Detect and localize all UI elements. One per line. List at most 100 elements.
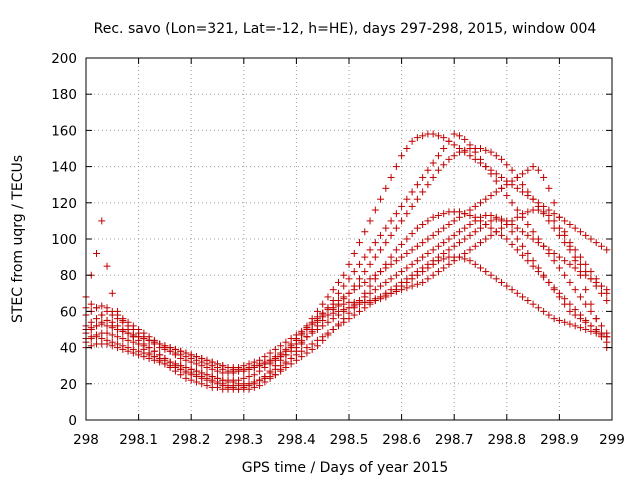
data-point <box>503 217 511 225</box>
data-point <box>471 228 479 236</box>
data-point <box>519 210 527 218</box>
data-point <box>192 378 200 386</box>
data-point <box>429 231 437 239</box>
data-point <box>587 268 595 276</box>
data-point <box>492 188 500 196</box>
data-point <box>413 242 421 250</box>
data-point <box>534 239 542 247</box>
y-tick-label: 0 <box>68 413 77 429</box>
data-point <box>534 166 542 174</box>
data-point <box>571 286 579 294</box>
data-point <box>382 224 390 232</box>
data-point <box>387 286 395 294</box>
data-point <box>545 278 553 286</box>
data-point <box>287 344 295 352</box>
data-point <box>471 242 479 250</box>
data-point <box>87 324 95 332</box>
data-point <box>93 322 101 330</box>
data-point <box>340 271 348 279</box>
data-point <box>508 166 516 174</box>
data-point <box>466 221 474 229</box>
data-point <box>135 340 143 348</box>
data-point <box>413 268 421 276</box>
data-point <box>371 239 379 247</box>
data-point <box>582 326 590 333</box>
data-point <box>419 264 427 272</box>
data-point <box>392 257 400 265</box>
data-point <box>576 253 584 261</box>
data-point <box>434 211 442 219</box>
data-point <box>498 215 506 223</box>
data-point <box>350 268 358 276</box>
data-point <box>114 311 122 319</box>
data-point <box>377 195 385 203</box>
data-point <box>345 260 353 268</box>
data-point <box>266 369 274 377</box>
data-point <box>503 235 511 243</box>
data-point <box>329 309 337 317</box>
data-point <box>513 224 521 232</box>
data-point <box>392 282 400 290</box>
data-point <box>208 376 216 384</box>
data-point <box>529 300 537 308</box>
data-point <box>408 137 416 145</box>
data-point <box>266 358 274 366</box>
data-point <box>587 275 595 283</box>
data-point <box>424 249 432 257</box>
data-point <box>455 253 463 261</box>
data-point <box>219 380 227 388</box>
data-point <box>292 340 300 348</box>
data-point <box>408 271 416 279</box>
data-point <box>434 228 442 236</box>
data-point <box>119 327 127 335</box>
x-tick-label: 298.2 <box>172 432 211 448</box>
data-point <box>161 360 169 368</box>
data-point <box>303 333 311 341</box>
data-point <box>471 155 479 163</box>
data-point <box>434 253 442 261</box>
data-point <box>597 322 605 330</box>
data-point <box>466 246 474 254</box>
data-point <box>561 271 569 279</box>
data-point <box>487 192 495 200</box>
data-point <box>455 145 463 152</box>
data-point <box>319 300 327 308</box>
data-point <box>440 264 448 272</box>
data-point <box>271 365 279 373</box>
data-point <box>434 268 442 276</box>
data-point <box>403 275 411 283</box>
data-point <box>587 307 595 315</box>
data-point <box>445 235 453 243</box>
data-point <box>576 293 584 301</box>
data-point <box>129 349 137 357</box>
data-point <box>492 170 500 178</box>
data-point <box>98 311 106 319</box>
data-point <box>298 327 306 335</box>
data-point <box>413 257 421 265</box>
y-tick-label: 200 <box>51 51 77 67</box>
data-point <box>503 282 511 290</box>
data-point <box>308 329 316 337</box>
data-point <box>545 184 553 192</box>
data-point <box>440 224 448 232</box>
data-point <box>555 213 563 221</box>
data-point <box>487 224 495 232</box>
data-point <box>114 333 122 341</box>
data-point <box>377 231 385 239</box>
data-point <box>519 170 527 178</box>
data-point <box>203 382 211 390</box>
data-point <box>482 221 490 229</box>
data-point <box>429 130 437 138</box>
data-point <box>550 217 558 225</box>
data-point <box>455 213 463 221</box>
y-tick-label: 20 <box>60 377 77 393</box>
data-point <box>324 318 332 326</box>
data-point <box>440 249 448 257</box>
x-tick-label: 298.4 <box>277 432 316 448</box>
data-point <box>382 264 390 272</box>
data-point <box>482 163 490 171</box>
data-point <box>529 163 537 171</box>
data-point <box>98 217 106 225</box>
data-point <box>597 242 605 250</box>
data-point <box>366 282 374 290</box>
